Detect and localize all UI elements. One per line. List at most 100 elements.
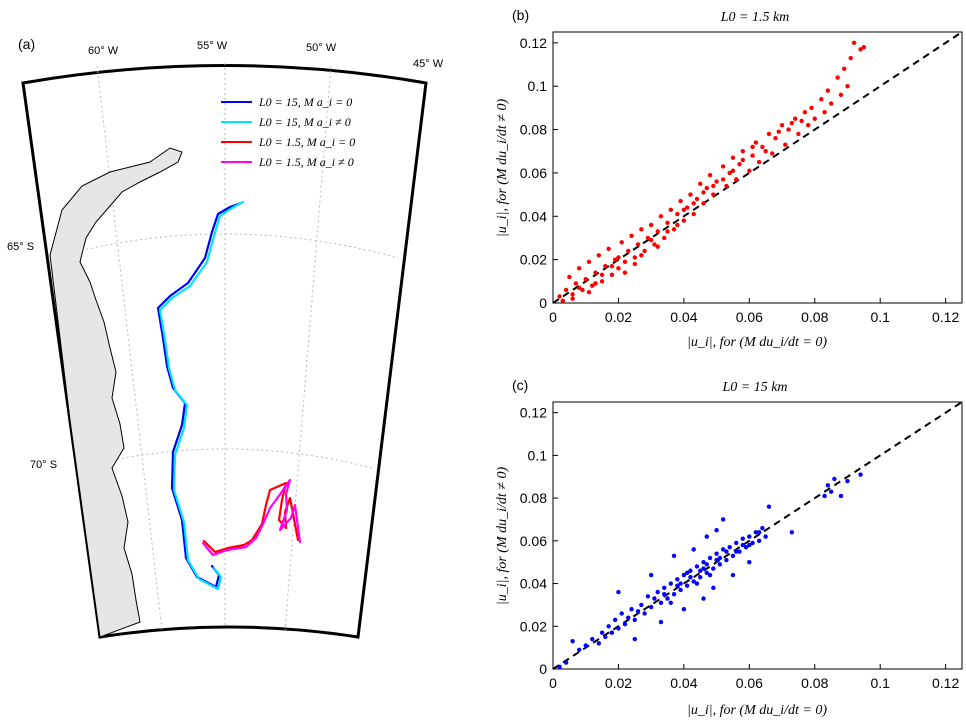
data-point	[701, 201, 706, 206]
data-point	[704, 534, 709, 539]
data-point	[747, 168, 752, 173]
data-point	[753, 530, 759, 535]
data-point	[704, 185, 709, 191]
x-tick-label: 0.1	[870, 675, 890, 691]
data-point	[770, 151, 775, 156]
data-point	[763, 149, 768, 154]
data-point	[724, 557, 729, 563]
panel-b-title: L0 = 1.5 km	[720, 10, 790, 25]
data-point	[717, 562, 723, 567]
data-point	[576, 647, 582, 652]
data-point	[668, 581, 673, 586]
data-point	[740, 536, 745, 541]
data-point	[688, 192, 693, 197]
data-point	[734, 177, 739, 182]
panel-c-ticks: 00 0.02 0.02 0.04 0.04 0.06 0.06 0.08 0.08 0.1 0.1…	[520, 405, 960, 691]
y-tick-label: 0.12	[520, 35, 547, 51]
y-tick-label: 0	[539, 661, 547, 677]
data-point	[724, 549, 729, 554]
data-point	[652, 596, 657, 601]
panel-b-ylabel: |u_i|, for (M du_i/dt ≠ 0)	[495, 99, 510, 238]
data-point	[619, 611, 624, 616]
data-point	[606, 624, 611, 629]
data-point	[648, 572, 654, 578]
panel-c: (c) L0 = 15 km 00 0.02 0.02 0.04 0.04 0.06 0.0…	[495, 377, 963, 718]
data-point	[688, 574, 693, 580]
data-point	[655, 244, 660, 249]
data-point	[737, 549, 742, 554]
data-point	[645, 235, 651, 241]
data-point	[576, 266, 582, 271]
data-point	[606, 246, 611, 251]
data-point	[681, 606, 687, 612]
data-point	[668, 207, 673, 212]
data-point	[612, 257, 618, 262]
data-point	[701, 190, 706, 195]
data-point	[586, 259, 592, 265]
data-point	[848, 55, 853, 61]
legend-item: L0 = 1.5, M a_i ≠ 0	[221, 155, 354, 169]
data-point	[560, 298, 566, 304]
data-point	[694, 564, 700, 569]
data-point	[622, 259, 628, 265]
data-point	[743, 545, 749, 550]
data-point	[796, 131, 801, 137]
data-point	[635, 242, 641, 247]
data-point	[684, 570, 690, 576]
y-tick-label: 0.04	[520, 208, 547, 224]
data-point	[730, 553, 736, 558]
data-point	[622, 270, 628, 275]
data-point	[616, 626, 621, 631]
data-point	[711, 183, 716, 189]
data-point	[740, 157, 745, 163]
data-point	[704, 570, 709, 576]
data-point	[698, 181, 703, 186]
data-point	[707, 172, 713, 178]
data-point	[675, 222, 680, 228]
data-point	[616, 589, 621, 595]
y-tick-label: 0	[539, 295, 547, 311]
data-point	[714, 551, 719, 556]
data-point	[698, 568, 703, 573]
x-tick-label: 0.06	[736, 675, 763, 691]
legend-item: L0 = 15, M a_i ≠ 0	[221, 115, 351, 129]
data-point	[593, 281, 598, 286]
data-point	[665, 596, 670, 601]
panel-c-xlabel: |u_i|, for (M du_i/dt = 0)	[687, 703, 827, 718]
data-point	[596, 253, 602, 258]
data-point	[707, 572, 713, 578]
lon-label-55w: 55° W	[197, 40, 228, 52]
data-point	[691, 211, 696, 217]
data-point	[626, 615, 631, 620]
data-point	[756, 159, 762, 165]
data-point	[711, 566, 716, 571]
data-point	[665, 229, 670, 234]
data-point	[832, 476, 837, 482]
data-point	[825, 88, 831, 93]
land-antarctic-peninsula	[49, 147, 183, 638]
data-point	[711, 585, 716, 591]
data-point	[609, 272, 615, 278]
data-point	[642, 248, 647, 254]
data-point	[714, 179, 719, 184]
trajectory-l0-1.5-nonzero	[201, 478, 302, 557]
data-point	[655, 229, 660, 234]
data-point	[740, 149, 745, 154]
data-point	[704, 562, 709, 567]
data-point	[599, 272, 605, 278]
data-point	[740, 542, 745, 548]
data-point	[626, 248, 631, 254]
data-point	[609, 630, 615, 635]
data-point	[599, 630, 605, 635]
data-point	[730, 168, 736, 173]
data-point	[838, 92, 844, 98]
data-point	[842, 66, 847, 72]
x-tick-label: 0.06	[736, 309, 763, 325]
x-tick-label: 0.08	[801, 675, 828, 691]
data-point	[596, 641, 602, 646]
data-point	[809, 105, 814, 111]
panel-a-map: (a) 60° W 55° W 50° W 45° W 65° S 70° S	[7, 36, 444, 639]
data-point	[675, 583, 680, 588]
map-frame	[21, 64, 428, 639]
data-point	[766, 504, 772, 509]
